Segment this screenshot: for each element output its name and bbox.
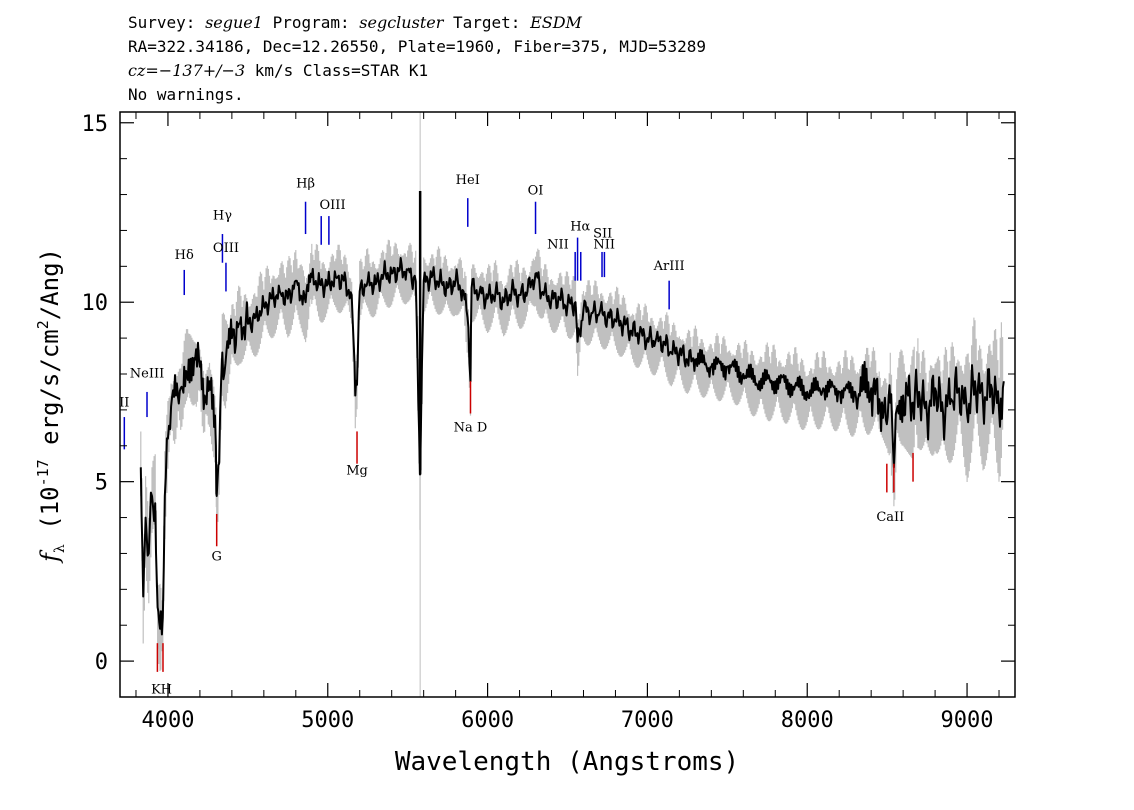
emission-line-label: II	[119, 395, 129, 410]
emission-line-label: Hγ	[213, 209, 232, 224]
x-tick-label: 5000	[301, 708, 354, 733]
absorption-line-label: G	[211, 550, 221, 565]
header-line-3: cz=−137+/−3 km/s Class=STAR K1	[128, 62, 428, 80]
emission-line-label: ArIII	[653, 259, 685, 274]
emission-line-label: HeI	[456, 173, 480, 188]
emission-line-label: OIII	[320, 198, 346, 213]
emission-line-label: Hδ	[175, 248, 194, 263]
emission-line-label: NII	[547, 237, 569, 252]
emission-line-label: OI	[528, 184, 544, 199]
target-value: ESDM	[530, 13, 582, 32]
emission-line-label: NII	[593, 237, 615, 252]
target-label: Target:	[453, 13, 521, 32]
header-line-1: Survey: segue1 Program: segcluster Targe…	[128, 14, 582, 32]
y-tick-label: 10	[82, 291, 109, 316]
survey-value: segue1	[205, 13, 263, 32]
flux-series	[139, 257, 1005, 636]
emission-line-label: Hβ	[296, 176, 315, 191]
x-tick-label: 9000	[941, 708, 994, 733]
header-line-2: RA=322.34186, Dec=12.26550, Plate=1960, …	[128, 37, 706, 56]
y-tick-label: 0	[95, 650, 108, 675]
cz-value: −137+/−3	[158, 61, 246, 80]
y-tick-label: 5	[95, 471, 108, 496]
x-tick-label: 4000	[141, 708, 194, 733]
absorption-line-label: Na D	[454, 420, 488, 435]
x-tick-label: 6000	[461, 708, 514, 733]
program-label: Program:	[272, 13, 350, 32]
class-text: km/s Class=STAR K1	[245, 61, 429, 80]
emission-line-label: OIII	[213, 241, 239, 256]
absorption-line-label: K	[151, 682, 161, 697]
x-axis-label: Wavelength (Angstroms)	[395, 747, 739, 777]
survey-label: Survey:	[128, 13, 196, 32]
x-tick-label: 8000	[781, 708, 834, 733]
cz-label: cz=	[128, 61, 159, 80]
x-tick-label: 7000	[621, 708, 674, 733]
emission-line-label: SII	[593, 227, 612, 242]
plot-frame	[119, 111, 1016, 698]
y-tick-label: 15	[82, 112, 109, 137]
program-value: segcluster	[359, 13, 444, 32]
emission-line-label: Hα	[570, 219, 590, 234]
absorption-line-label: Mg	[346, 463, 368, 478]
absorption-line-label: CaII	[876, 510, 904, 525]
absorption-line-label: H	[161, 682, 172, 697]
y-axis-label: fλ (10-17 erg/s/cm2/Ang)	[34, 248, 68, 564]
header-line-4: No warnings.	[128, 85, 244, 104]
emission-line-label: NeIII	[130, 367, 164, 382]
